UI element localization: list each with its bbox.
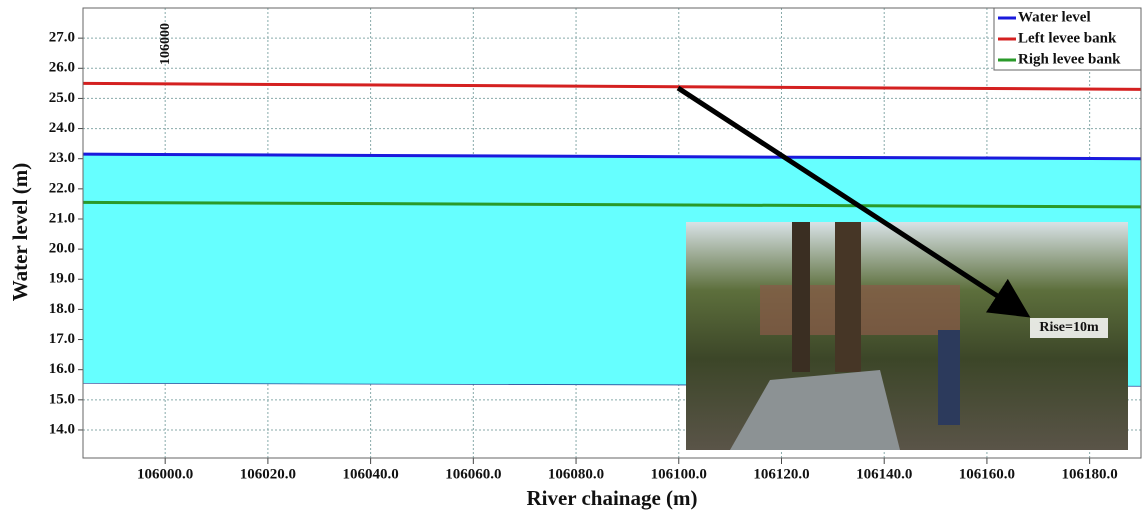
x-tick-label: 106060.0 bbox=[445, 466, 501, 482]
legend-label: Righ levee bank bbox=[1018, 51, 1121, 67]
y-tick-label: 18.0 bbox=[49, 301, 75, 317]
x-tick-label: 106040.0 bbox=[342, 466, 398, 482]
y-tick-label: 21.0 bbox=[49, 210, 75, 226]
series-line bbox=[83, 83, 1141, 89]
x-tick-label: 106180.0 bbox=[1062, 466, 1118, 482]
y-tick-label: 14.0 bbox=[49, 421, 75, 437]
x-tick-label: 106020.0 bbox=[240, 466, 296, 482]
y-tick-label: 23.0 bbox=[49, 150, 75, 166]
y-tick-label: 26.0 bbox=[49, 60, 75, 76]
y-axis-label: Water level (m) bbox=[8, 163, 32, 301]
chart: 14.0 15.0 16.0 17.0 18.0 19.0 20.0 21.0 22.0 23.0… bbox=[0, 0, 1142, 514]
annotation: Rise=10m bbox=[1039, 320, 1099, 335]
y-tick-label: 16.0 bbox=[49, 361, 75, 377]
y-tick-label: 25.0 bbox=[49, 90, 75, 106]
x-tick-label: 106000.0 bbox=[137, 466, 193, 482]
y-tick-label: 19.0 bbox=[49, 271, 75, 287]
x-tick-label: 106120.0 bbox=[753, 466, 809, 482]
x-tick-label: 106080.0 bbox=[548, 466, 604, 482]
legend-label: Left levee bank bbox=[1018, 30, 1117, 46]
photo-inset: Rise=10m bbox=[686, 222, 1128, 450]
y-tick-label: 15.0 bbox=[49, 391, 75, 407]
legend: Water level Left levee bank Righ levee ban… bbox=[994, 8, 1141, 70]
x-tick-label: 106160.0 bbox=[959, 466, 1015, 482]
y-tick-label: 22.0 bbox=[49, 180, 75, 196]
x-tick-label: 106140.0 bbox=[856, 466, 912, 482]
y-tick-label: 24.0 bbox=[49, 120, 75, 136]
x-tick-label: 106100.0 bbox=[651, 466, 707, 482]
y-tick-label: 17.0 bbox=[49, 331, 75, 347]
annotation: 106000 bbox=[158, 23, 173, 65]
legend-label: Water level bbox=[1018, 9, 1091, 25]
y-tick-label: 27.0 bbox=[49, 30, 75, 46]
y-tick-label: 20.0 bbox=[49, 241, 75, 257]
x-axis-label: River chainage (m) bbox=[526, 486, 697, 510]
